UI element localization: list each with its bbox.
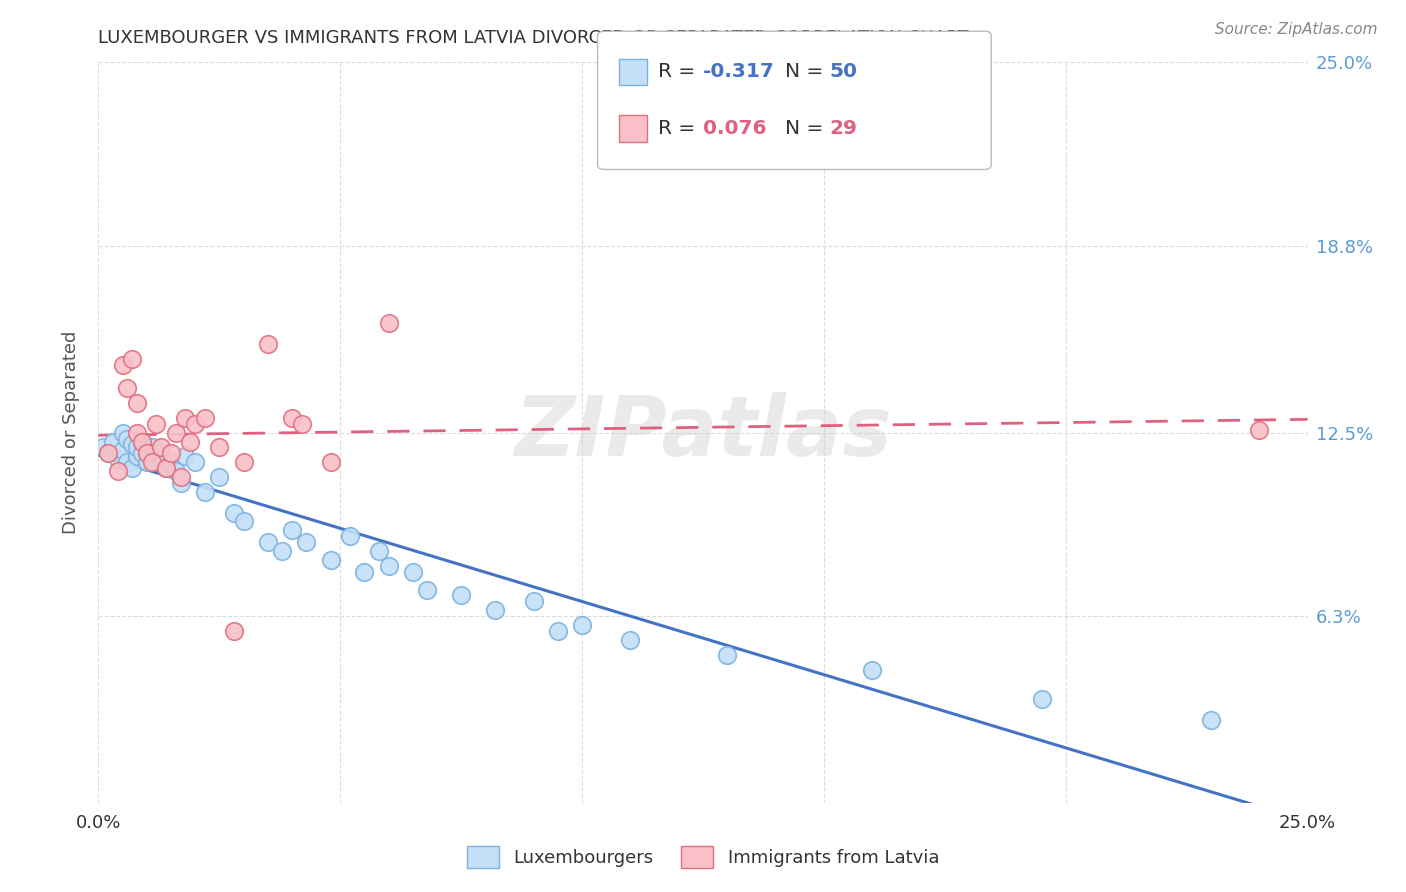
Point (295, 535, 318, 549)
Point (222, 624, 245, 638)
Text: -0.317: -0.317 (703, 62, 775, 81)
Point (222, 506, 245, 520)
Point (402, 565, 425, 579)
Point (131, 446, 153, 460)
Point (135, 455, 157, 469)
Point (97, 446, 120, 460)
Point (91, 441, 114, 455)
Point (174, 410, 197, 425)
Point (155, 461, 177, 475)
Point (450, 589, 472, 603)
Text: LUXEMBOURGER VS IMMIGRANTS FROM LATVIA DIVORCED OR SEPARATED CORRELATION CHART: LUXEMBOURGER VS IMMIGRANTS FROM LATVIA D… (98, 29, 969, 47)
Text: 29: 29 (830, 120, 858, 138)
Point (377, 316, 399, 330)
Point (232, 515, 254, 529)
Point (155, 461, 177, 475)
Text: N =: N = (785, 120, 830, 138)
Point (141, 441, 163, 455)
Point (127, 441, 149, 455)
Point (160, 455, 183, 469)
Point (169, 475, 191, 490)
Point (194, 484, 217, 499)
Point (127, 450, 149, 464)
Point (290, 417, 312, 431)
Text: ZIPatlas: ZIPatlas (515, 392, 891, 473)
Point (97, 446, 120, 460)
Text: R =: R = (658, 62, 702, 81)
Point (127, 425, 149, 440)
Point (131, 434, 153, 449)
Point (368, 544, 391, 558)
Point (184, 417, 207, 431)
Point (127, 396, 149, 410)
Point (271, 544, 294, 558)
Point (179, 434, 201, 449)
Text: 50: 50 (830, 62, 858, 81)
Point (131, 434, 153, 449)
Point (319, 553, 342, 567)
Point (256, 535, 278, 549)
Point (416, 582, 439, 597)
Point (571, 618, 593, 632)
Point (353, 565, 375, 579)
Point (135, 446, 157, 460)
Point (101, 434, 124, 449)
Point (117, 432, 139, 446)
Point (1031, 692, 1053, 706)
Point (232, 455, 254, 469)
Point (174, 450, 197, 464)
Point (860, 663, 883, 677)
Point (281, 410, 304, 425)
Point (150, 452, 173, 467)
Point (377, 558, 399, 573)
Point (716, 648, 738, 662)
Point (619, 632, 641, 647)
Point (111, 443, 134, 458)
Point (547, 624, 569, 638)
Point (135, 443, 157, 458)
Point (523, 594, 546, 608)
Text: 0.076: 0.076 (703, 120, 766, 138)
Text: Source: ZipAtlas.com: Source: ZipAtlas.com (1215, 22, 1378, 37)
Point (145, 417, 167, 431)
Point (169, 470, 191, 484)
Point (111, 425, 134, 440)
Point (1199, 713, 1222, 727)
Point (117, 455, 139, 469)
Point (484, 603, 506, 617)
Point (160, 446, 183, 460)
Point (1249, 423, 1271, 437)
Point (165, 425, 187, 440)
Point (121, 437, 143, 451)
Point (107, 452, 129, 467)
Point (150, 441, 173, 455)
Point (121, 461, 143, 475)
Point (319, 455, 342, 469)
Point (208, 470, 231, 484)
Text: N =: N = (785, 62, 830, 81)
Point (339, 529, 361, 543)
Text: R =: R = (658, 120, 702, 138)
Legend: Luxembourgers, Immigrants from Latvia: Luxembourgers, Immigrants from Latvia (460, 838, 946, 875)
Point (194, 410, 217, 425)
Point (141, 455, 163, 469)
Point (184, 455, 207, 469)
Point (121, 351, 143, 366)
Point (208, 441, 231, 455)
Point (107, 464, 129, 478)
Y-axis label: Divorced or Separated: Divorced or Separated (62, 331, 80, 534)
Point (117, 381, 139, 395)
Point (281, 524, 304, 538)
Point (256, 336, 278, 351)
Point (111, 358, 134, 372)
Point (145, 446, 167, 460)
Point (165, 464, 187, 478)
